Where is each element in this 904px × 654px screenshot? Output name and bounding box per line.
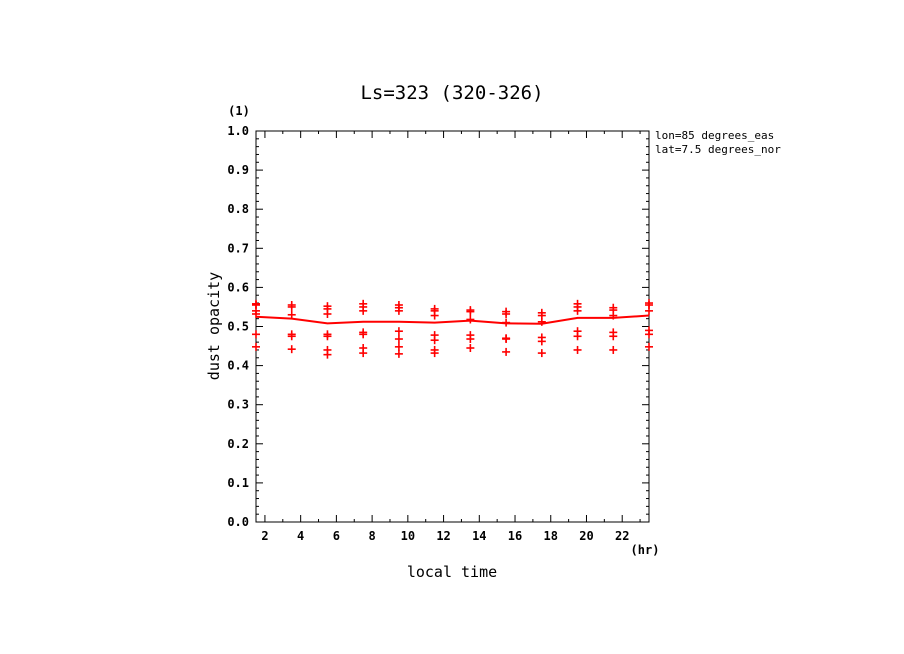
data-point [252, 342, 260, 351]
data-point [466, 315, 475, 324]
data-layer [252, 299, 653, 359]
data-point [573, 332, 582, 341]
data-point [609, 332, 618, 341]
x-tick-label: 18 [544, 529, 558, 543]
x-tick-label: 12 [436, 529, 450, 543]
data-point [359, 330, 368, 339]
data-point [502, 347, 511, 356]
x-tick-label: 22 [615, 529, 629, 543]
chart-title: Ls=323 (320-326) [360, 82, 543, 104]
x-tick-label: 14 [472, 529, 486, 543]
y-tick-label: 0.0 [227, 515, 249, 529]
x-tick-label: 20 [579, 529, 593, 543]
x-axis-title: local time [407, 563, 497, 581]
y-tick-label: 1.0 [227, 124, 249, 138]
data-point [359, 349, 368, 358]
y-tick-label: 0.8 [227, 202, 249, 216]
data-point [252, 309, 260, 318]
x-tick-label: 2 [261, 529, 268, 543]
data-point [394, 306, 403, 315]
data-point [502, 318, 511, 327]
data-point [645, 330, 653, 339]
y-tick-label: 0.9 [227, 163, 249, 177]
data-point [323, 309, 332, 318]
data-point [323, 332, 332, 341]
data-point [502, 335, 511, 344]
data-point [287, 302, 296, 311]
y-axis-unit: (1) [228, 104, 250, 118]
longitude-annotation: lon=85 degrees_eas [655, 129, 774, 142]
data-point [394, 349, 403, 358]
data-point [537, 349, 546, 358]
data-point [609, 311, 618, 320]
x-tick-label: 10 [401, 529, 415, 543]
x-axis-unit: (hr) [631, 543, 660, 557]
data-point [466, 344, 475, 353]
data-point [466, 335, 475, 344]
y-tick-label: 0.4 [227, 359, 249, 373]
data-point [287, 310, 296, 319]
data-point [323, 350, 332, 359]
data-point [287, 332, 296, 341]
x-tick-label: 6 [333, 529, 340, 543]
data-point [394, 335, 403, 344]
x-tick-label: 4 [297, 529, 304, 543]
plot-frame [255, 130, 650, 523]
x-tick-label: 8 [368, 529, 375, 543]
data-point [645, 342, 653, 351]
data-point [252, 330, 260, 339]
y-tick-label: 0.5 [227, 320, 249, 334]
data-point [430, 311, 439, 320]
y-tick-label: 0.3 [227, 398, 249, 412]
data-point [466, 307, 475, 316]
data-point [394, 327, 403, 336]
series-line-mean [255, 314, 650, 325]
data-point [502, 309, 511, 318]
latitude-annotation: lat=7.5 degrees_nor [655, 143, 781, 156]
y-axis-title: dust opacity [205, 272, 223, 380]
data-point [645, 306, 653, 315]
data-point [537, 317, 546, 326]
y-tick-label: 0.7 [227, 241, 249, 255]
data-point [573, 345, 582, 354]
y-tick-label: 0.6 [227, 280, 249, 294]
data-point [394, 342, 403, 351]
data-point [359, 306, 368, 315]
data-point [287, 345, 296, 354]
axis-ticks: 0.0 0.1 0.2 0.3 0.4 0.5 0.6 0.7 0.8 0.9 1.0 2 4 6 8 10 1… [227, 124, 649, 543]
data-point [609, 345, 618, 354]
x-tick-label: 16 [508, 529, 522, 543]
y-tick-label: 0.2 [227, 437, 249, 451]
data-point [430, 349, 439, 358]
data-point [573, 306, 582, 315]
data-point [537, 337, 546, 346]
y-tick-label: 0.1 [227, 476, 249, 490]
data-point [430, 336, 439, 345]
